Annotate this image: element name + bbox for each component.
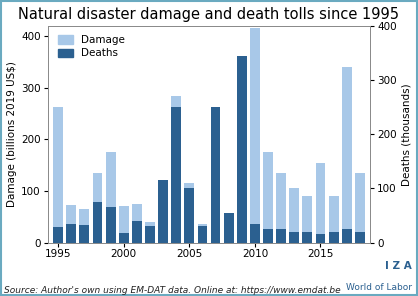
Bar	[303, 196, 312, 242]
Bar	[329, 232, 339, 242]
Bar	[132, 204, 142, 242]
Bar	[145, 226, 155, 242]
Bar	[158, 180, 168, 242]
Text: World of Labor: World of Labor	[346, 283, 412, 292]
Bar	[158, 204, 168, 242]
Bar	[106, 207, 115, 242]
Bar	[93, 173, 102, 242]
Bar	[184, 183, 194, 242]
Bar	[276, 229, 286, 242]
Bar	[66, 205, 76, 242]
Bar	[342, 67, 352, 242]
Bar	[250, 28, 260, 242]
Bar	[316, 163, 325, 242]
Bar	[355, 173, 365, 242]
Bar	[224, 214, 234, 242]
Bar	[355, 232, 365, 242]
Bar	[184, 188, 194, 242]
Y-axis label: Deaths (thousands): Deaths (thousands)	[401, 83, 411, 186]
Bar	[198, 226, 207, 242]
Bar	[171, 107, 181, 242]
Legend: Damage, Deaths: Damage, Deaths	[56, 33, 127, 61]
Title: Natural disaster damage and death tolls since 1995: Natural disaster damage and death tolls …	[18, 7, 400, 22]
Text: Source: Author's own using EM-DAT data. Online at: https://www.emdat.be: Source: Author's own using EM-DAT data. …	[4, 286, 341, 295]
Bar	[119, 206, 129, 242]
Bar	[66, 223, 76, 242]
Bar	[211, 194, 220, 242]
Bar	[198, 224, 207, 242]
Bar	[329, 196, 339, 242]
Bar	[289, 232, 299, 242]
Bar	[276, 173, 286, 242]
Bar	[145, 222, 155, 242]
Text: I Z A: I Z A	[385, 261, 412, 271]
Bar	[53, 227, 63, 242]
Bar	[53, 107, 63, 242]
Bar	[119, 233, 129, 242]
Bar	[250, 223, 260, 242]
Bar	[289, 188, 299, 242]
Bar	[342, 229, 352, 242]
Bar	[79, 209, 89, 242]
Bar	[79, 225, 89, 242]
Bar	[171, 96, 181, 242]
Bar	[263, 152, 273, 242]
Bar	[263, 229, 273, 242]
Bar	[93, 202, 102, 242]
Bar	[132, 221, 142, 242]
Bar	[237, 212, 247, 242]
Bar	[303, 232, 312, 242]
Bar	[106, 152, 115, 242]
Y-axis label: Damage (billions 2019 US$): Damage (billions 2019 US$)	[7, 61, 17, 207]
Bar	[224, 213, 234, 242]
Bar	[316, 234, 325, 242]
Bar	[237, 56, 247, 242]
Bar	[211, 107, 220, 242]
